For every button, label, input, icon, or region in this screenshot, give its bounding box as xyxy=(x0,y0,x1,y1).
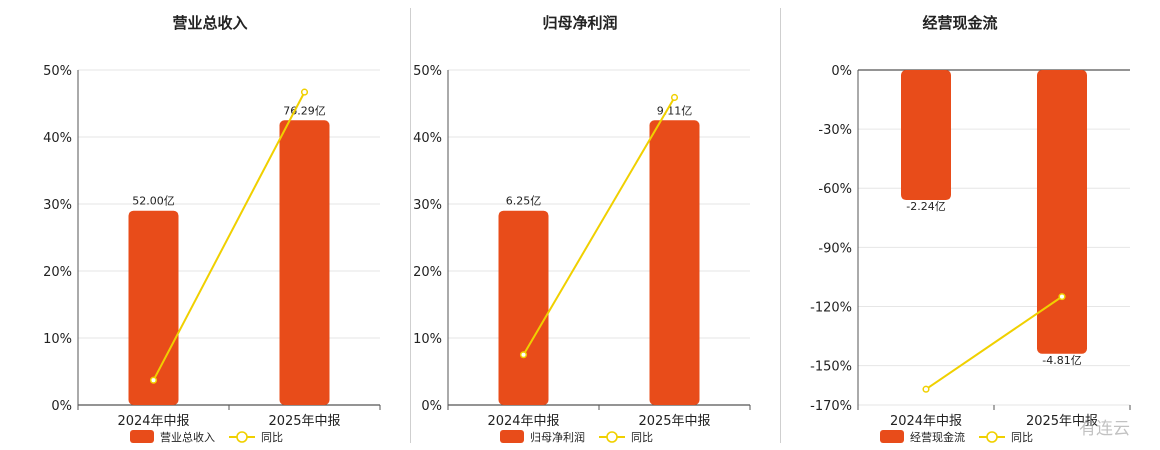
legend-bar-label: 经营现金流 xyxy=(910,430,965,444)
y-tick-label: 40% xyxy=(43,131,72,146)
chart-title: 经营现金流 xyxy=(922,14,997,32)
y-tick-label: 20% xyxy=(43,265,72,280)
bar-data-label: 52.00亿 xyxy=(132,195,175,208)
y-tick-label: -120% xyxy=(810,300,852,315)
bar-data-label: 9.11亿 xyxy=(657,104,693,117)
chart-panel-3: 经营现金流 0% -30% -60% -90% -120% -150% -170% 2024年中… xyxy=(810,14,1131,444)
bar-data-label: 76.29亿 xyxy=(283,104,326,117)
bar xyxy=(498,210,549,405)
y-tick-label: 0% xyxy=(831,64,852,79)
chart-panel-2: 归母净利润 0% 10% 20% 30% 40% 50% 2024年中报 2025年中报 6.25… xyxy=(413,14,751,444)
x-category-label: 2024年中报 xyxy=(487,414,559,429)
y-tick-label: 30% xyxy=(413,198,442,213)
chart-panel-1: 营业总收入 0% 10% 20% 30% 40% 50% 2024年中报 2025年中报 52.0… xyxy=(43,14,381,444)
watermark: 有连云 xyxy=(1079,419,1130,439)
bar xyxy=(649,120,700,405)
y-tick-label: 50% xyxy=(413,64,442,79)
panel-divider xyxy=(780,8,781,443)
legend-bar-swatch xyxy=(880,430,904,443)
chart-title: 营业总收入 xyxy=(172,14,247,32)
yoy-line xyxy=(522,96,676,356)
y-tick-label: -150% xyxy=(810,360,852,375)
y-tick-label: 0% xyxy=(421,399,442,414)
yoy-point xyxy=(149,376,158,384)
yoy-point xyxy=(1058,293,1066,301)
yoy-point xyxy=(519,351,528,359)
panel-divider xyxy=(410,8,411,443)
legend-line-marker xyxy=(606,431,618,443)
legend-line-label: 同比 xyxy=(261,431,283,444)
x-category-label: 2024年中报 xyxy=(890,414,962,429)
bar-data-label: 6.25亿 xyxy=(506,195,542,208)
yoy-point xyxy=(670,93,679,102)
bar xyxy=(901,70,951,201)
y-tick-label: -170% xyxy=(810,399,852,414)
legend-line-label: 同比 xyxy=(631,431,653,444)
y-tick-label: 50% xyxy=(43,64,72,79)
legend-bar-swatch xyxy=(130,430,154,443)
legend-bar-label: 归母净利润 xyxy=(530,430,585,444)
x-category-label: 2025年中报 xyxy=(268,414,340,429)
legend-bar-swatch xyxy=(500,430,524,443)
x-category-label: 2025年中报 xyxy=(638,414,710,429)
legend-line-marker xyxy=(986,431,998,443)
bar xyxy=(128,210,179,405)
legend-bar-label: 营业总收入 xyxy=(160,430,215,444)
y-tick-label: 40% xyxy=(413,131,442,146)
x-category-label: 2024年中报 xyxy=(117,414,189,429)
legend-line-label: 同比 xyxy=(1011,431,1033,444)
bar-data-label: -4.81亿 xyxy=(1042,354,1081,367)
yoy-point xyxy=(300,88,309,96)
legend-line-marker xyxy=(236,431,248,443)
y-tick-label: 0% xyxy=(51,399,72,414)
yoy-line xyxy=(152,91,306,381)
yoy-point xyxy=(922,385,930,393)
y-tick-label: -60% xyxy=(818,182,852,197)
bar-data-label: -2.24亿 xyxy=(906,200,945,213)
bar xyxy=(1037,70,1087,354)
bar xyxy=(279,120,330,405)
y-tick-label: -30% xyxy=(818,123,852,138)
y-tick-label: 10% xyxy=(43,332,72,347)
y-tick-label: 30% xyxy=(43,198,72,213)
x-category-label: 2025年中报 xyxy=(1026,414,1098,429)
y-tick-label: 20% xyxy=(413,265,442,280)
y-tick-label: 10% xyxy=(413,332,442,347)
yoy-line xyxy=(925,295,1063,391)
chart-title: 归母净利润 xyxy=(542,14,617,32)
y-tick-label: -90% xyxy=(818,241,852,256)
